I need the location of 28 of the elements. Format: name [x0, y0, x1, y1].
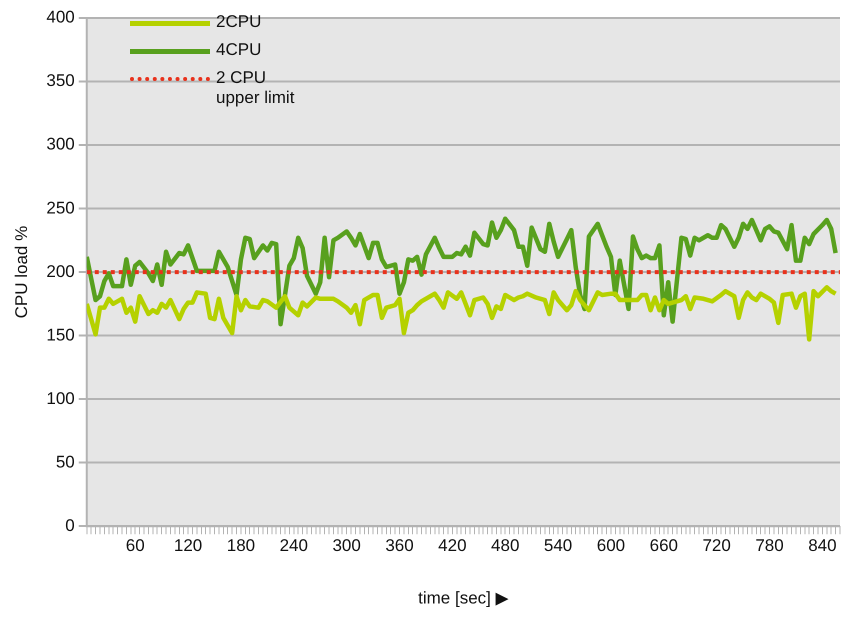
y-tick-label: 250: [46, 198, 75, 218]
y-axis-title: CPU load %: [12, 226, 31, 318]
x-axis-title: time [sec] ▶: [418, 588, 510, 608]
y-tick-label: 300: [46, 134, 75, 154]
x-tick-label: 120: [174, 536, 202, 556]
x-tick-label: 60: [126, 536, 145, 556]
y-tick-label: 350: [46, 71, 75, 90]
legend-label: 2CPU: [216, 12, 262, 32]
x-tick-label: 240: [280, 536, 308, 556]
x-tick-label: 420: [438, 536, 467, 556]
x-tick-label: 540: [544, 536, 572, 556]
x-tick-label: 180: [226, 536, 256, 556]
y-tick-label: 0: [65, 516, 75, 535]
y-tick-label: 200: [46, 262, 75, 281]
x-tick-label: 600: [596, 536, 626, 556]
legend-label: 2 CPU upper limit: [216, 68, 296, 108]
y-tick-label: 50: [56, 452, 75, 472]
x-tick-label: 480: [491, 536, 520, 556]
x-tick-label: 780: [755, 536, 784, 556]
y-tick-label: 100: [46, 388, 75, 408]
y-tick-label: 400: [46, 8, 75, 27]
legend-label: 4CPU: [216, 40, 262, 60]
x-tick-label: 360: [385, 536, 414, 556]
x-tick-label: 720: [702, 536, 731, 556]
x-tick-label: 300: [332, 536, 361, 556]
x-tick-label: 660: [650, 536, 678, 556]
x-tick-label: 840: [808, 536, 837, 556]
y-tick-label: 150: [46, 325, 75, 344]
